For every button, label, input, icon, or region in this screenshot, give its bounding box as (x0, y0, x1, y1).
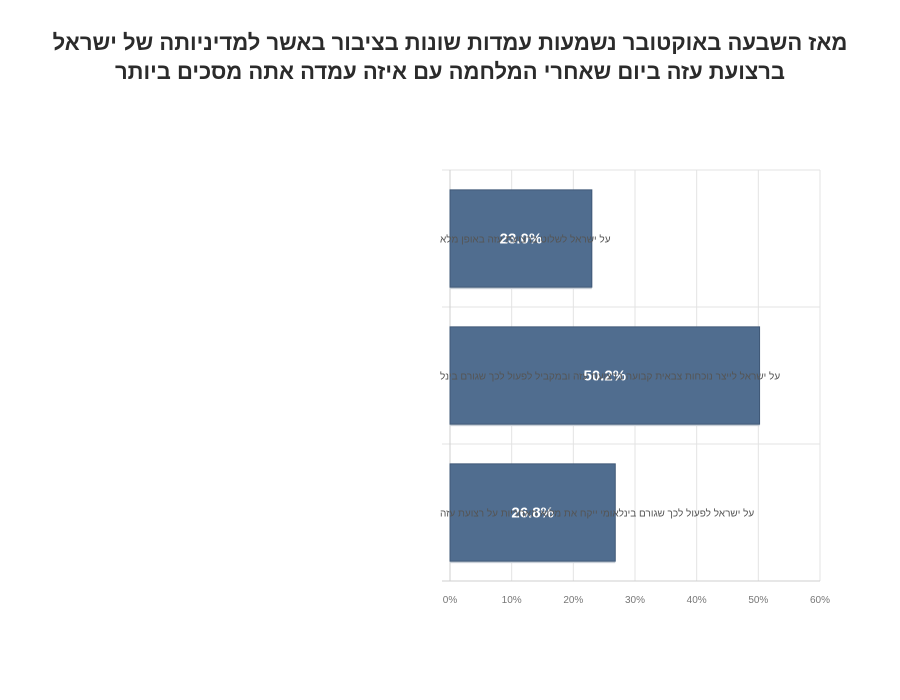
bars: 23.0% 50.2% 26.8% (449, 189, 761, 564)
x-tick-label: 20% (563, 595, 583, 606)
category-label: על ישראל לשלוט ברצועת עזה באופן מלא (440, 234, 611, 246)
bar (449, 463, 616, 562)
chart-title: מאז השבעה באוקטובר נשמעות עמדות שונות בצ… (20, 28, 880, 86)
x-tick-label: 50% (748, 595, 768, 606)
bar-value-label: 50.2% (584, 368, 627, 385)
category-labels: על ישראל לשלוט ברצועת עזה באופן מלא על יש… (440, 234, 780, 520)
x-axis-ticks: 0% 10% 20% 30% 40% 50% 60% (443, 595, 830, 606)
bar (449, 189, 593, 288)
chart-title-line-2: ברצועת עזה ביום שאחרי המלחמה עם איזה עמד… (115, 59, 785, 84)
x-tick-label: 10% (502, 595, 522, 606)
category-label: על ישראל לייצר נוכחות צבאית קבועה ברצועת… (440, 371, 780, 383)
x-tick-label: 0% (443, 595, 458, 606)
chart-title-line-1: מאז השבעה באוקטובר נשמעות עמדות שונות בצ… (52, 30, 848, 55)
bar-value-label: 26.8% (511, 505, 554, 522)
bar (449, 326, 761, 425)
x-tick-label: 40% (687, 595, 707, 606)
x-tick-label: 60% (810, 595, 830, 606)
x-tick-label: 30% (625, 595, 645, 606)
category-label: על ישראל לפעול לכך שגורם בינלאומי ייקח א… (440, 508, 754, 520)
bar-value-label: 23.0% (500, 231, 543, 248)
